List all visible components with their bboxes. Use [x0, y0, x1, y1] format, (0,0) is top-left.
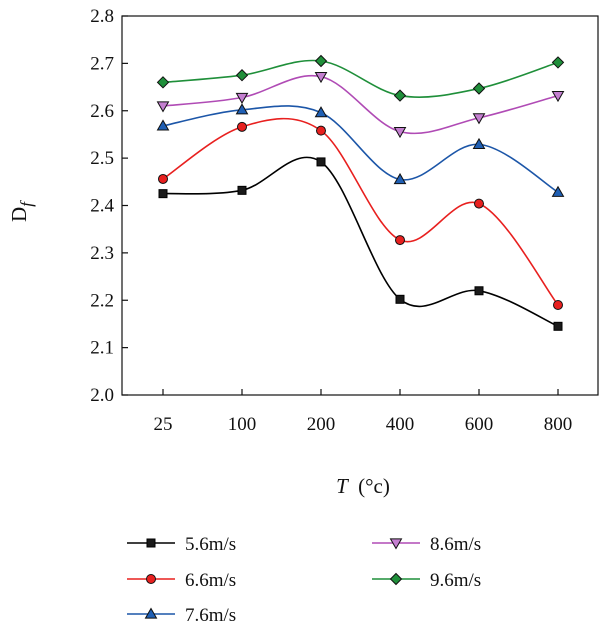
data-point [237, 121, 247, 132]
data-point [314, 106, 328, 118]
series-line [162, 74, 559, 135]
data-point [237, 185, 247, 195]
y-tick-label: 2.0 [90, 385, 114, 406]
data-point [316, 125, 326, 136]
x-axis-title: T (°c) [336, 474, 390, 498]
plot-frame [121, 15, 599, 396]
data-point [474, 286, 484, 296]
x-tick-label: 400 [386, 414, 415, 435]
data-point [316, 157, 326, 167]
data-point [393, 172, 407, 185]
data-point [553, 299, 563, 310]
y-tick-label: 2.2 [90, 290, 114, 311]
data-point [395, 294, 405, 304]
x-tick-label: 600 [465, 414, 494, 435]
x-axis: 25 100 200 400 600 800 [154, 389, 573, 435]
data-point [551, 90, 565, 103]
data-point [395, 235, 405, 246]
x-tick-label: 200 [307, 414, 336, 435]
data-point [472, 137, 486, 150]
legend: 5.6m/s 6.6m/s 7.6m/s 8.6m/s 9.6m/s [127, 534, 481, 626]
legend-label: 5.6m/s [185, 534, 236, 555]
data-point [551, 56, 565, 69]
series-5-6m-s [158, 156, 563, 331]
data-point [235, 92, 249, 104]
y-tick-label: 2.4 [90, 196, 114, 217]
y-tick-label: 2.7 [90, 53, 114, 74]
data-point [393, 126, 407, 139]
series-line [162, 117, 559, 306]
data-point [474, 198, 484, 209]
series-layer [156, 54, 565, 331]
x-tick-label: 25 [154, 414, 173, 435]
legend-label: 9.6m/s [430, 570, 481, 591]
plot-area [121, 15, 599, 396]
data-point [158, 189, 168, 199]
y-tick-label: 2.8 [90, 6, 114, 27]
series-9-6m-s [156, 54, 565, 102]
legend-item: 5.6m/s [127, 534, 236, 555]
data-point [235, 69, 249, 82]
legend-label: 7.6m/s [185, 605, 236, 626]
data-point [156, 76, 170, 89]
data-point [314, 54, 328, 68]
legend-item: 8.6m/s [372, 534, 481, 555]
series-7-6m-s [156, 103, 565, 197]
series-line [162, 59, 559, 98]
data-point [146, 574, 156, 584]
legend-item: 6.6m/s [127, 570, 236, 591]
y-axis-title: Df [7, 200, 36, 222]
data-point [156, 119, 170, 131]
data-point [314, 72, 328, 84]
data-point [146, 538, 156, 548]
data-point [551, 185, 565, 197]
y-tick-label: 2.6 [90, 101, 114, 122]
series-line [162, 105, 559, 193]
legend-label: 6.6m/s [185, 570, 236, 591]
data-point [158, 173, 168, 184]
y-axis: 2.0 2.1 2.2 2.3 2.4 2.5 2.6 2.7 2.8 [90, 6, 128, 406]
data-point [553, 321, 563, 331]
y-tick-label: 2.1 [90, 338, 114, 359]
legend-item: 9.6m/s [372, 570, 481, 591]
x-tick-label: 800 [544, 414, 573, 435]
series-8-6m-s [156, 72, 565, 139]
legend-label: 8.6m/s [430, 534, 481, 555]
y-tick-label: 2.5 [90, 148, 114, 169]
x-tick-label: 100 [228, 414, 257, 435]
data-point [144, 607, 158, 619]
data-point [156, 101, 170, 113]
y-tick-label: 2.3 [90, 243, 114, 264]
data-point [389, 538, 403, 550]
data-point [235, 103, 249, 115]
series-line [162, 156, 559, 328]
data-point [472, 113, 486, 125]
legend-item: 7.6m/s [127, 605, 236, 626]
data-point [393, 89, 407, 102]
data-point [472, 82, 486, 95]
data-point [389, 572, 403, 586]
series-6-6m-s [158, 117, 563, 310]
